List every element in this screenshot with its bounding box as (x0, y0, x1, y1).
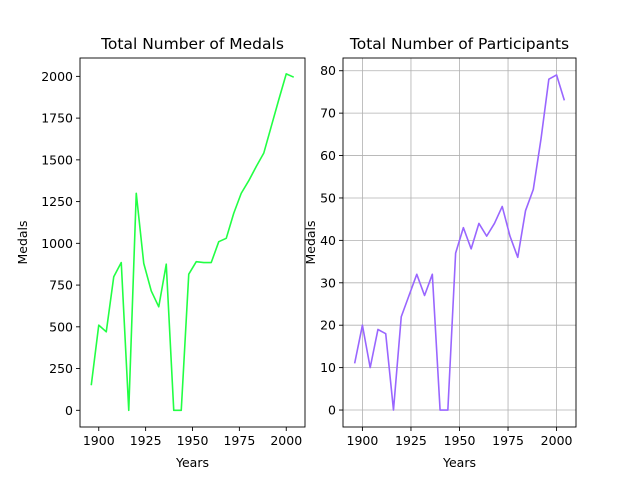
y-tick-label: 750 (49, 278, 73, 293)
y-tick-label: 1250 (41, 194, 73, 209)
x-tick-label: 1900 (83, 433, 115, 448)
x-tick-label: 1950 (444, 433, 476, 448)
x-tick-label: 1925 (130, 433, 162, 448)
y-tick-label: 20 (320, 318, 336, 333)
y-axis-label: Medals (15, 220, 30, 264)
x-tick-label: 1925 (395, 433, 427, 448)
series-line-participants (353, 74, 566, 411)
y-tick-label: 10 (320, 360, 336, 375)
series-line-medals (90, 73, 295, 412)
y-tick-label: 1750 (41, 111, 73, 126)
x-tick-label: 2000 (541, 433, 573, 448)
chart-title: Total Number of Medals (100, 35, 284, 53)
y-tick-label: 250 (49, 361, 73, 376)
x-axis-label: Years (442, 455, 476, 470)
x-tick-label: 1900 (347, 433, 379, 448)
x-axis-label: Years (175, 455, 209, 470)
y-tick-label: 50 (320, 190, 336, 205)
y-tick-label: 30 (320, 275, 336, 290)
y-tick-label: 0 (65, 403, 73, 418)
y-tick-label: 500 (49, 319, 73, 334)
y-tick-label: 1000 (41, 236, 73, 251)
y-tick-label: 0 (328, 403, 336, 418)
y-tick-label: 80 (320, 63, 336, 78)
x-tick-label: 1975 (492, 433, 524, 448)
y-tick-label: 60 (320, 148, 336, 163)
chart-title: Total Number of Participants (349, 35, 569, 53)
axes-frame (79, 57, 306, 428)
chart-panel-participants: 1900 1925 1950 1975 2000 0 10 20 30 40 50 60 70 80 Tot… (303, 35, 577, 470)
y-tick-label: 40 (320, 233, 336, 248)
x-tick-label: 1975 (223, 433, 255, 448)
y-tick-label: 1500 (41, 152, 73, 167)
y-tick-label: 2000 (41, 69, 73, 84)
y-axis-label: Medals (303, 220, 318, 264)
y-tick-label: 70 (320, 106, 336, 121)
x-tick-label: 1950 (177, 433, 209, 448)
x-tick-label: 2000 (270, 433, 302, 448)
chart-panel-medals: 1900 1925 1950 1975 2000 0 250 500 750 1000 1250 15… (15, 35, 306, 470)
